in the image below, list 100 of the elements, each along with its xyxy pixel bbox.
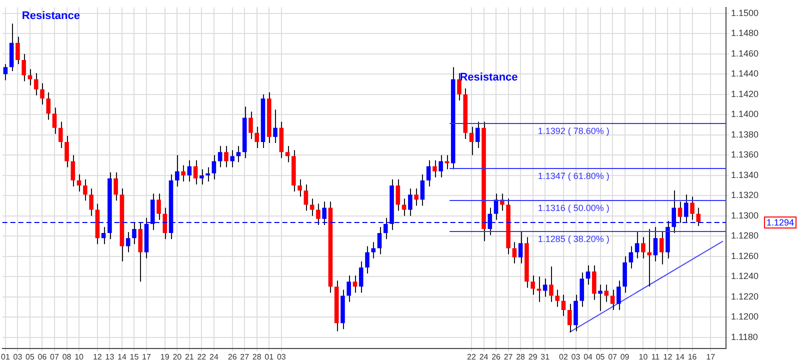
candlestick [310, 198, 314, 216]
x-tick-label: 26 [228, 352, 238, 362]
x-tick-label: 01 [0, 352, 10, 362]
y-tick-label: 1.1380 [731, 129, 759, 140]
x-tick-label: 26 [492, 352, 502, 362]
y-tick-label: 1.1460 [731, 48, 759, 58]
annotation: Resistance [460, 71, 518, 84]
y-tick-label: 1.1220 [731, 291, 759, 302]
x-tick-label: 27 [504, 352, 514, 362]
candlestick [273, 109, 278, 144]
candlestick [616, 280, 621, 310]
candlestick [586, 264, 590, 286]
candlestick [83, 178, 88, 202]
ref-line-label: 1.1347 ( 61.80% ) [538, 170, 610, 181]
y-tick-label: 1.1400 [731, 109, 759, 120]
y-tick-label: 1.1340 [731, 170, 759, 180]
candlestick [396, 178, 400, 212]
candlestick [181, 164, 186, 182]
x-tick-label: 07 [608, 352, 618, 362]
x-tick-label: 20 [172, 352, 182, 362]
candlestick [156, 193, 161, 220]
x-tick-label: 02 [559, 352, 568, 362]
candlestick [628, 246, 634, 269]
x-tick-label: 07 [50, 352, 60, 362]
candlestick [304, 184, 308, 212]
candlestick [212, 154, 216, 180]
y-tick-label: 1.1440 [731, 68, 759, 79]
x-tick-label: 16 [688, 352, 698, 362]
candlestick [432, 160, 437, 178]
ref-line-label: 1.1285 ( 38.20% ) [538, 234, 610, 244]
x-tick-label: 28 [516, 352, 526, 362]
candlestick [457, 72, 462, 101]
candlestick [254, 126, 260, 149]
y-tick-label: 1.1200 [731, 312, 759, 322]
candlestick [647, 228, 652, 288]
candlestick [475, 121, 480, 149]
candlestick [316, 203, 320, 226]
y-tick-label: 1.1300 [731, 210, 759, 220]
candlestick [298, 178, 302, 198]
candlestick [346, 275, 352, 302]
x-tick-label: 19 [160, 352, 170, 362]
x-tick-label: 24 [209, 352, 219, 362]
x-tick-label: 03 [13, 352, 23, 362]
x-tick-label: 31 [540, 352, 550, 362]
candlestick [690, 196, 694, 220]
candlestick [138, 222, 143, 282]
candlestick [52, 107, 57, 134]
candlestick [653, 226, 658, 262]
candlestick [408, 188, 412, 216]
ref-line-label: 1.1392 ( 78.60% ) [538, 126, 610, 136]
y-tick-label: 1.1240 [731, 271, 759, 282]
ref-line-label: 1.1316 ( 50.00% ) [538, 202, 610, 213]
candlestick [426, 160, 431, 187]
x-tick-label: 14 [118, 352, 127, 362]
y-tick-label: 1.1480 [731, 28, 759, 38]
candlestick [641, 236, 646, 259]
candlestick [40, 82, 44, 106]
candlestick [365, 246, 370, 274]
candlestick [352, 275, 358, 294]
x-tick-label: 12 [92, 352, 102, 362]
x-tick-label: 22 [467, 352, 477, 362]
x-tick-label: 24 [479, 352, 489, 362]
candlestick [162, 207, 168, 240]
candlestick [555, 289, 560, 308]
candlestick [101, 226, 106, 245]
candlestick [58, 121, 63, 149]
ref-line-label: 1.1294 [766, 217, 794, 228]
y-tick-label: 1.1420 [731, 88, 759, 99]
candlestick [549, 266, 554, 302]
x-tick-label: 01 [264, 352, 274, 362]
candlestick [114, 172, 118, 202]
x-tick-label: 17 [142, 352, 152, 362]
annotation: Resistance [22, 10, 80, 22]
x-tick-label: 05 [26, 352, 35, 362]
candlestick [358, 260, 364, 294]
candlestick [76, 174, 82, 192]
candlestick [444, 154, 450, 170]
candlestick [16, 36, 20, 65]
candlestick [518, 230, 523, 264]
y-tick-label: 1.1360 [731, 150, 759, 160]
x-tick-label: 17 [706, 352, 716, 362]
candlestick [536, 276, 542, 302]
candlestick [530, 275, 535, 296]
x-tick-label: 14 [676, 352, 686, 362]
candlestick [22, 53, 26, 82]
candlestick [89, 188, 94, 216]
candlestick [634, 230, 640, 259]
y-tick-label: 1.1180 [731, 332, 758, 342]
candlestick [512, 242, 517, 264]
candlestick [70, 154, 76, 187]
candlestick [64, 135, 69, 168]
candlestick [567, 303, 572, 333]
candlestick [414, 188, 418, 206]
candlestick [598, 284, 602, 312]
x-tick-label: 15 [130, 352, 140, 362]
candlestick [285, 146, 290, 163]
x-tick-label: 22 [197, 352, 207, 362]
candlestick [420, 174, 425, 206]
candlestick [206, 166, 210, 182]
candlestick [469, 126, 474, 156]
